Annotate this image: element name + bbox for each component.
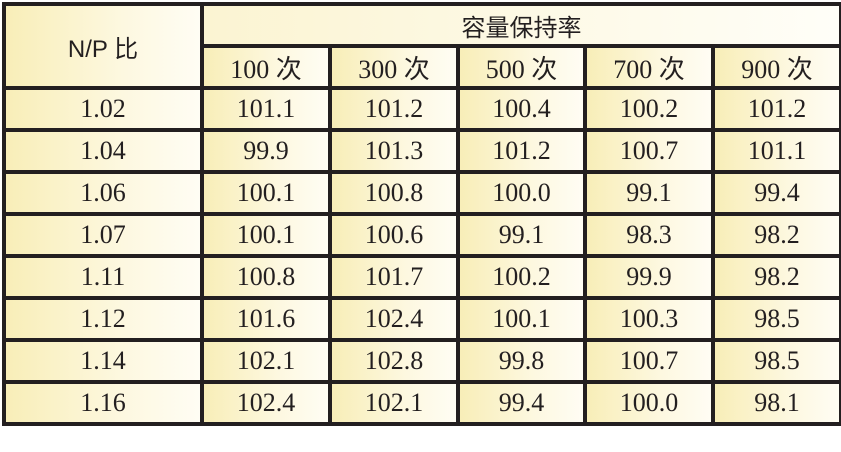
np-ratio-cell: 1.04 (2, 128, 204, 174)
retention-cell: 100.6 (328, 212, 460, 258)
retention-cell: 98.2 (710, 212, 841, 258)
np-ratio-cell: 1.06 (2, 170, 204, 216)
retention-cell: 99.4 (710, 170, 841, 216)
table-row: 1.02 101.1 101.2 100.4 100.2 101.2 (2, 86, 841, 132)
retention-cell: 99.4 (456, 380, 587, 426)
table-body: 1.02 101.1 101.2 100.4 100.2 101.2 1.04 99.9 101… (2, 86, 841, 426)
retention-cell: 102.4 (200, 380, 332, 426)
retention-cell: 100.7 (583, 338, 715, 384)
retention-cell: 99.1 (456, 212, 587, 258)
retention-cell: 100.0 (583, 380, 715, 426)
retention-cell: 100.4 (456, 86, 587, 132)
retention-cell: 100.8 (328, 170, 460, 216)
column-header: 100 次 (200, 44, 332, 90)
table-row: 1.06 100.1 100.8 100.0 99.1 99.4 (2, 170, 841, 216)
table-row: 1.04 99.9 101.3 101.2 100.7 101.1 (2, 128, 841, 174)
retention-cell: 98.3 (583, 212, 715, 258)
np-ratio-cell: 1.11 (2, 254, 204, 300)
header-row: N/P 比 容量保持率 (2, 2, 841, 90)
retention-cell: 100.3 (583, 296, 715, 342)
retention-cell: 100.1 (456, 296, 587, 342)
retention-cell: 101.3 (328, 128, 460, 174)
retention-cell: 100.7 (583, 128, 715, 174)
retention-cell: 101.1 (710, 128, 841, 174)
np-ratio-cell: 1.12 (2, 296, 204, 342)
retention-cell: 99.9 (200, 128, 332, 174)
retention-table: N/P 比 容量保持率 100 次 300 次 500 次 700 次 900 次 1.… (2, 2, 841, 426)
retention-cell: 98.2 (710, 254, 841, 300)
retention-cell: 99.8 (456, 338, 587, 384)
np-ratio-cell: 1.14 (2, 338, 204, 384)
retention-cell: 98.1 (710, 380, 841, 426)
retention-cell: 98.5 (710, 296, 841, 342)
retention-cell: 99.9 (583, 254, 715, 300)
table-row: 1.14 102.1 102.8 99.8 100.7 98.5 (2, 338, 841, 384)
retention-cell: 101.2 (328, 86, 460, 132)
table-row: 1.16 102.4 102.1 99.4 100.0 98.1 (2, 380, 841, 426)
retention-cell: 99.1 (583, 170, 715, 216)
np-ratio-cell: 1.16 (2, 380, 204, 426)
retention-cell: 101.2 (710, 86, 841, 132)
np-ratio-cell: 1.02 (2, 86, 204, 132)
column-header: 500 次 (456, 44, 587, 90)
column-header: 700 次 (583, 44, 715, 90)
group-header: 容量保持率 (199, 2, 841, 48)
column-header-row: 100 次 300 次 500 次 700 次 900 次 (4, 44, 841, 90)
retention-cell: 101.6 (200, 296, 332, 342)
column-header: 300 次 (328, 44, 460, 90)
retention-cell: 102.4 (328, 296, 460, 342)
retention-cell: 102.1 (328, 380, 460, 426)
retention-cell: 102.1 (200, 338, 332, 384)
table-row: 1.07 100.1 100.6 99.1 98.3 98.2 (2, 212, 841, 258)
table-row: 1.12 101.6 102.4 100.1 100.3 98.5 (2, 296, 841, 342)
retention-cell: 102.8 (328, 338, 460, 384)
table-row: 1.11 100.8 101.7 100.2 99.9 98.2 (2, 254, 841, 300)
retention-cell: 101.1 (200, 86, 332, 132)
corner-header: N/P 比 (2, 2, 204, 90)
np-ratio-cell: 1.07 (2, 212, 204, 258)
retention-cell: 100.1 (200, 170, 332, 216)
retention-cell: 100.0 (456, 170, 587, 216)
retention-cell: 100.1 (200, 212, 332, 258)
retention-cell: 100.8 (200, 254, 332, 300)
column-header: 900 次 (710, 44, 841, 90)
retention-cell: 98.5 (710, 338, 841, 384)
retention-cell: 101.2 (456, 128, 587, 174)
retention-cell: 100.2 (583, 86, 715, 132)
retention-cell: 101.7 (328, 254, 460, 300)
retention-cell: 100.2 (456, 254, 587, 300)
